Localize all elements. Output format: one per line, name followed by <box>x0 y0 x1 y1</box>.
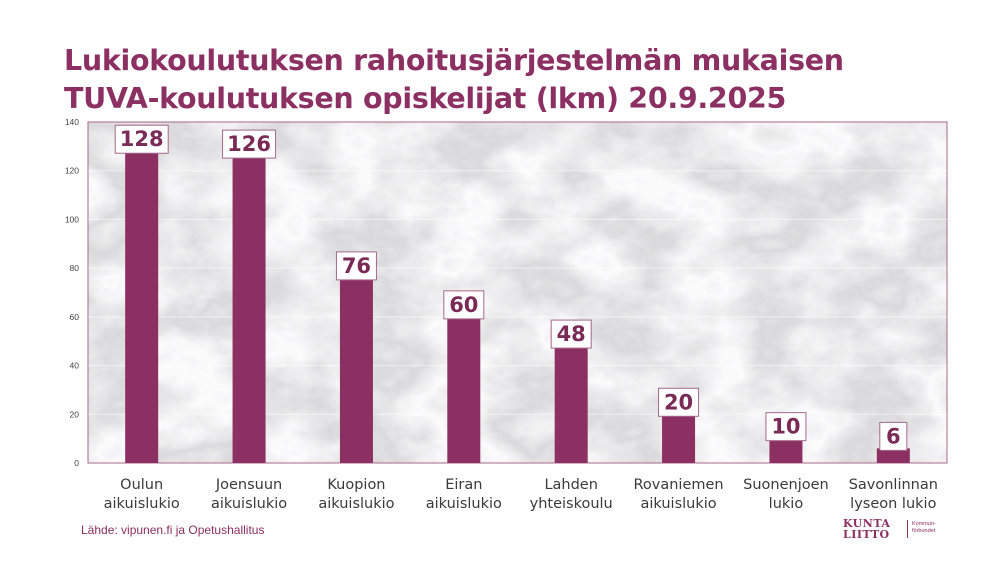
logo-wordmark: KUNTA LIITTO <box>843 518 890 540</box>
x-tick-label-line: Lahden <box>544 477 597 493</box>
data-label-box <box>222 129 277 159</box>
logo-line-2: LIITTO <box>843 528 890 541</box>
data-label-text: 128 <box>120 127 164 151</box>
data-label-text: 60 <box>449 293 478 317</box>
data-label-box <box>335 251 377 281</box>
x-tick-label: Eiran aikuislukio <box>426 477 502 512</box>
data-label-box <box>443 290 485 320</box>
x-tick-label-line: aikuislukio <box>426 496 502 512</box>
x-tick-label: Savonlinnan lyseon lukio <box>849 477 938 512</box>
y-tick-label: 120 <box>65 166 79 176</box>
data-label: 6 <box>879 421 908 451</box>
plot-background <box>87 121 948 464</box>
plot-frame <box>87 121 948 464</box>
chart-title: Lukiokoulutuksen rahoitusjärjestelmän mu… <box>64 42 844 118</box>
y-tick-label: 140 <box>65 117 79 127</box>
x-tick-label-line: Joensuun <box>215 477 282 493</box>
source-note: Lähde: vipunen.fi ja Opetushallitus <box>81 523 265 537</box>
y-tick-label: 40 <box>70 361 80 371</box>
x-tick-label-line: yhteiskoulu <box>530 496 613 512</box>
y-tick-label: 0 <box>74 458 79 468</box>
data-label-box <box>550 319 592 349</box>
bar <box>339 277 373 463</box>
data-label: 126 <box>222 129 277 159</box>
kuntaliitto-logo: KUNTA LIITTO Kommun- förbundet <box>843 518 953 542</box>
bar <box>447 316 481 463</box>
x-tick-label-line: Kuopion <box>327 477 385 493</box>
data-label-box <box>879 421 908 451</box>
bar <box>769 438 803 463</box>
x-tick-label: Suonenjoen lukio <box>743 477 829 512</box>
chart-title-line-2: TUVA-koulutuksen opiskelijat (lkm) 20.9.… <box>64 82 787 115</box>
bar <box>232 156 266 463</box>
data-label-box <box>114 124 169 154</box>
x-tick-label: Kuopion aikuislukio <box>318 477 394 512</box>
bar <box>125 151 159 463</box>
x-tick-label: Joensuun aikuislukio <box>211 477 287 512</box>
bar <box>554 346 588 463</box>
data-label: 10 <box>765 412 807 442</box>
data-label: 48 <box>550 319 592 349</box>
y-tick-label: 100 <box>65 214 79 224</box>
x-tick-label-line: aikuislukio <box>318 496 394 512</box>
y-tick-label: 80 <box>70 263 80 273</box>
logo-sub-line-2: förbundet <box>912 528 936 534</box>
data-label-text: 48 <box>557 322 586 346</box>
x-tick-label-line: aikuislukio <box>104 496 180 512</box>
x-tick-label-line: lyseon lukio <box>850 496 936 512</box>
x-tick-label-line: Rovaniemen <box>633 477 723 493</box>
data-label-text: 6 <box>886 424 901 448</box>
data-label-text: 76 <box>342 254 371 278</box>
data-label: 128 <box>114 124 169 154</box>
data-labels: 128 126 76 60 48 20 10 6 <box>114 124 908 451</box>
logo-sub-line-1: Kommun- <box>912 521 936 527</box>
data-label-text: 10 <box>771 415 800 439</box>
y-tick-label: 20 <box>70 409 80 419</box>
x-tick-label-line: Eiran <box>445 477 482 493</box>
data-label-text: 20 <box>664 390 693 414</box>
data-label-box <box>658 387 700 417</box>
plot-area-marble <box>88 122 947 463</box>
logo-line-1: KUNTA <box>843 517 891 530</box>
x-tick-label: Lahden yhteiskoulu <box>530 477 613 512</box>
data-label: 20 <box>658 387 700 417</box>
y-axis: 0 20 40 60 80 100 120 140 <box>65 117 79 468</box>
data-label-text: 126 <box>227 132 271 156</box>
x-tick-label-line: Suonenjoen <box>743 477 829 493</box>
x-tick-label-line: aikuislukio <box>640 496 716 512</box>
logo-divider <box>907 520 908 538</box>
bars <box>125 151 910 463</box>
y-tick-label: 60 <box>70 312 80 322</box>
data-label: 76 <box>335 251 377 281</box>
chart-title-line-1: Lukiokoulutuksen rahoitusjärjestelmän mu… <box>64 44 844 77</box>
x-tick-label: Oulun aikuislukio <box>104 477 180 512</box>
bar <box>662 414 696 463</box>
x-tick-label-line: lukio <box>769 496 804 512</box>
x-tick-label-line: Savonlinnan <box>849 477 938 493</box>
bar <box>876 448 910 463</box>
data-label-box <box>765 412 807 442</box>
x-tick-label-line: aikuislukio <box>211 496 287 512</box>
x-tick-label: Rovaniemen aikuislukio <box>633 477 723 512</box>
x-tick-label-line: Oulun <box>120 477 163 493</box>
data-label: 60 <box>443 290 485 320</box>
logo-subtext: Kommun- förbundet <box>912 521 936 535</box>
gridlines <box>88 170 947 415</box>
